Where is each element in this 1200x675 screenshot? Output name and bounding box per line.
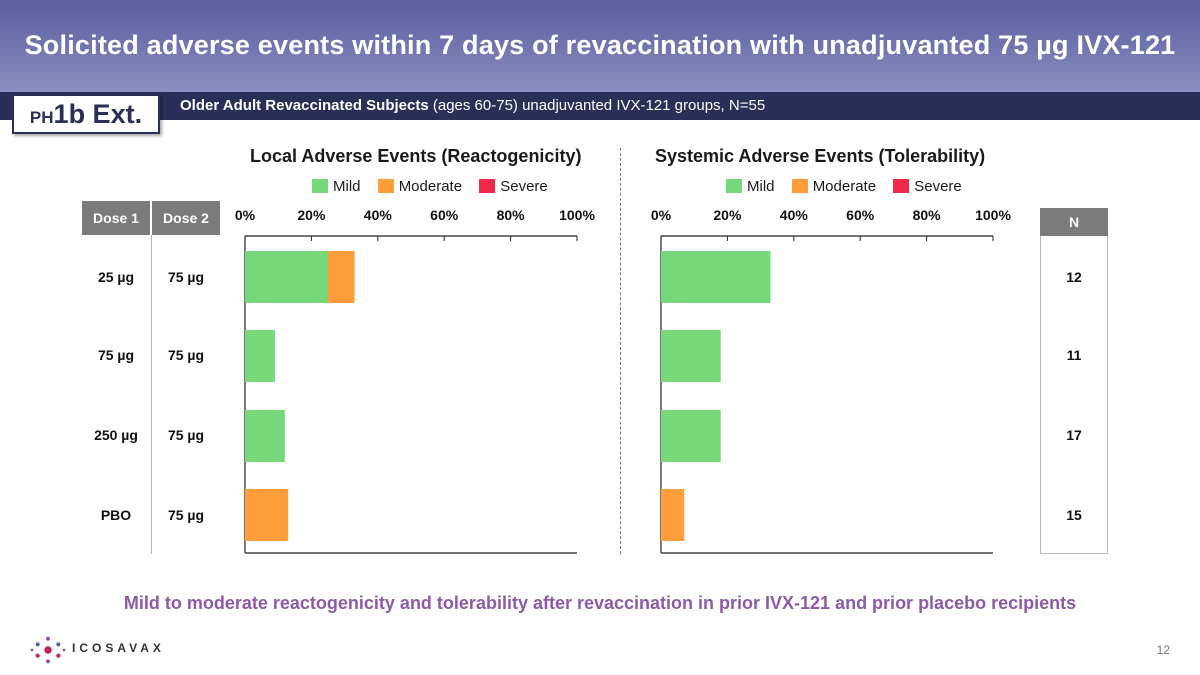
row1-dose1: 25 µg <box>97 269 135 285</box>
local-tick-label: 80% <box>497 207 526 223</box>
row4-n: 15 <box>1066 507 1082 523</box>
legend-swatch-severe <box>893 179 910 193</box>
brand-name: ICOSAVAX <box>72 641 165 655</box>
row1-dose2: 75 µg <box>167 269 205 285</box>
local-tick-label: 40% <box>364 207 393 223</box>
phase-badge: PH1b Ext. <box>12 94 160 134</box>
systemic-chart-title: Systemic Adverse Events (Tolerability) <box>655 146 986 166</box>
systemic-bar-moderate <box>661 489 685 541</box>
systemic-tick-label: 0% <box>651 207 672 223</box>
legend-swatch-moderate <box>377 179 394 193</box>
subtitle-bold: Older Adult Revaccinated Subjects <box>180 97 429 114</box>
page-number: 12 <box>1156 643 1170 657</box>
row4-dose1: PBO <box>100 507 132 523</box>
systemic-tick-label: 60% <box>846 207 875 223</box>
systemic-tick-label: 100% <box>975 207 1011 223</box>
legend-item-moderate: Moderate <box>377 178 463 195</box>
systemic-tick-label: 20% <box>713 207 742 223</box>
row2-dose1: 75 µg <box>97 347 135 363</box>
row3-dose2: 75 µg <box>167 427 205 443</box>
systemic-ae-chart: 0% 20% 40% 60% 80% 100% <box>651 207 1011 554</box>
row2-n: 11 <box>1066 347 1082 363</box>
dose2-header: Dose 2 <box>152 201 220 235</box>
subtitle-bar <box>0 92 1200 120</box>
systemic-legend: Mild Moderate Severe <box>726 178 975 195</box>
legend-label-severe: Severe <box>914 178 962 195</box>
local-ae-chart: 0% 20% 40% 60% 80% 100% <box>235 207 595 554</box>
systemic-bar-mild <box>661 410 721 462</box>
systemic-bar-mild <box>661 330 721 382</box>
title-banner <box>0 0 1200 92</box>
local-bar-mild <box>245 251 328 303</box>
legend-swatch-severe <box>479 179 496 193</box>
local-tick-label: 20% <box>297 207 326 223</box>
table-column-divider <box>151 235 152 554</box>
local-chart-title: Local Adverse Events (Reactogenicity) <box>250 146 582 166</box>
legend-label-moderate: Moderate <box>398 178 463 195</box>
systemic-tick-label: 80% <box>913 207 942 223</box>
local-tick-label: 100% <box>559 207 595 223</box>
local-bar-mild <box>245 410 285 462</box>
n-header: N <box>1040 208 1108 236</box>
systemic-tick-label: 40% <box>780 207 809 223</box>
legend-label-mild: Mild <box>333 178 361 195</box>
local-legend: Mild Moderate Severe <box>312 178 561 195</box>
row4-dose2: 75 µg <box>167 507 205 523</box>
key-takeaway: Mild to moderate reactogenicity and tole… <box>123 593 1077 613</box>
local-tick-label: 60% <box>430 207 459 223</box>
legend-swatch-moderate <box>791 179 808 193</box>
row3-n: 17 <box>1066 427 1082 443</box>
subtitle-rest: (ages 60-75) unadjuvanted IVX-121 groups… <box>428 97 766 114</box>
systemic-bar-mild <box>661 251 771 303</box>
phase-badge-prefix: PH <box>29 108 54 127</box>
row1-n: 12 <box>1066 269 1082 285</box>
legend-item-mild: Mild <box>726 178 775 195</box>
row2-dose2: 75 µg <box>167 347 205 363</box>
local-bar-moderate <box>245 489 289 541</box>
legend-item-severe: Severe <box>479 178 548 195</box>
slide-title: Solicited adverse events within 7 days o… <box>24 30 1176 60</box>
legend-item-severe: Severe <box>893 178 962 195</box>
legend-label-moderate: Moderate <box>812 178 877 195</box>
row3-dose1: 250 µg <box>94 427 138 443</box>
legend-swatch-mild <box>726 179 742 193</box>
local-bar-mild <box>245 330 275 382</box>
legend-item-moderate: Moderate <box>791 178 877 195</box>
dose1-header: Dose 1 <box>82 201 150 235</box>
phase-badge-main: 1b Ext. <box>53 99 143 129</box>
legend-swatch-mild <box>312 179 328 193</box>
legend-label-mild: Mild <box>747 178 775 195</box>
legend-label-severe: Severe <box>500 178 548 195</box>
local-tick-label: 0% <box>235 207 256 223</box>
chart-divider <box>620 148 621 554</box>
legend-item-mild: Mild <box>312 178 361 195</box>
icosavax-logo-icon <box>30 636 66 664</box>
subtitle: Older Adult Revaccinated Subjects (ages … <box>180 97 765 114</box>
local-bar-moderate <box>328 251 355 303</box>
